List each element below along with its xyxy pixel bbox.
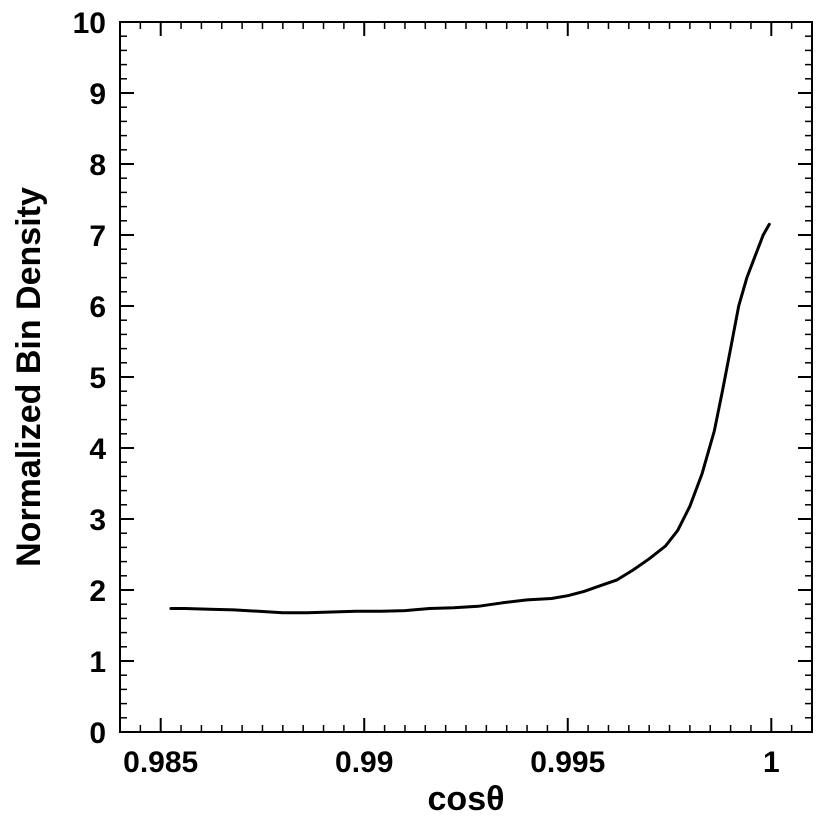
x-tick-label: 0.99	[335, 746, 393, 779]
x-tick-label: 1	[763, 746, 780, 779]
y-tick-label: 6	[89, 291, 106, 324]
plot-frame	[119, 21, 813, 733]
y-tick-label: 3	[89, 504, 106, 537]
minor-ticks	[119, 21, 813, 733]
x-tick-label: 0.985	[123, 746, 198, 779]
y-tick-label: 2	[89, 575, 106, 608]
y-tick-label: 5	[89, 362, 106, 395]
y-axis-label: Normalized Bin Density	[10, 187, 48, 567]
y-tick-label: 9	[89, 78, 106, 111]
y-tick-label: 1	[89, 646, 106, 679]
major-ticks	[120, 21, 812, 733]
y-tick-label: 10	[73, 7, 106, 40]
series-line	[169, 222, 771, 615]
y-tick-label: 7	[89, 220, 106, 253]
x-axis-label: cosθ	[428, 780, 505, 818]
x-tick-label: 0.995	[530, 746, 605, 779]
y-tick-label: 8	[89, 149, 106, 182]
y-tick-label: 4	[89, 433, 106, 466]
y-tick-label: 0	[89, 717, 106, 750]
